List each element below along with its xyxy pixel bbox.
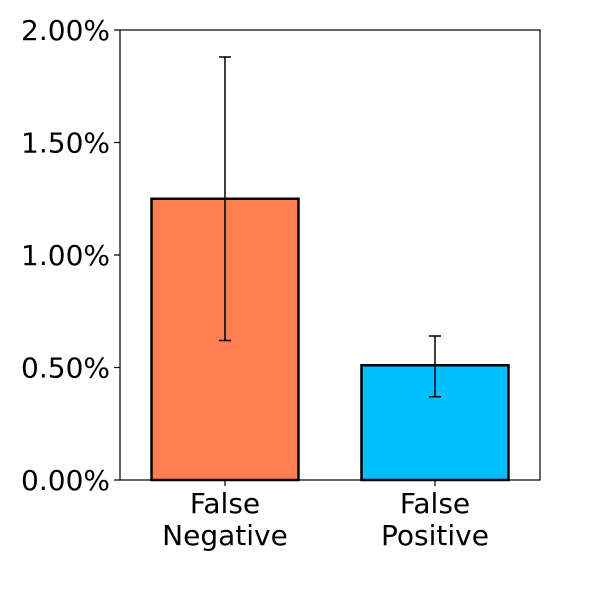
x-category-label-line: False [400,487,470,520]
x-category-label-line: Negative [162,519,288,552]
y-tick-label: 1.50% [21,127,110,160]
x-category-label: False Positive [381,487,489,552]
x-category-label-line: False [190,487,260,520]
x-category-label: False Negative [162,487,288,552]
x-category-label-line: Positive [381,519,489,552]
error-bars-layer [219,56,441,398]
y-axis: 0.00% 0.50% 1.00% 1.50% 2.00% [21,14,120,497]
y-tick-label: 1.00% [21,239,110,272]
y-tick-label: 2.00% [21,14,110,47]
y-tick-label: 0.00% [21,464,110,497]
y-tick-label: 0.50% [21,352,110,385]
